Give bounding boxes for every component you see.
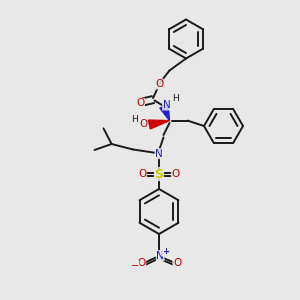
- Text: N: N: [155, 148, 163, 159]
- Text: O: O: [155, 79, 163, 89]
- Text: O: O: [136, 98, 145, 109]
- Polygon shape: [148, 120, 170, 129]
- Text: O: O: [171, 169, 180, 179]
- Text: N: N: [163, 100, 170, 110]
- Text: O: O: [173, 258, 181, 268]
- Text: O: O: [138, 169, 147, 179]
- Text: +: +: [162, 247, 169, 256]
- Text: S: S: [154, 167, 164, 181]
- Text: N: N: [156, 250, 164, 261]
- Text: O: O: [137, 258, 146, 268]
- Text: H: H: [172, 94, 179, 103]
- Polygon shape: [160, 105, 169, 121]
- Text: H: H: [132, 116, 138, 124]
- Text: −: −: [131, 261, 139, 272]
- Text: O: O: [139, 119, 147, 129]
